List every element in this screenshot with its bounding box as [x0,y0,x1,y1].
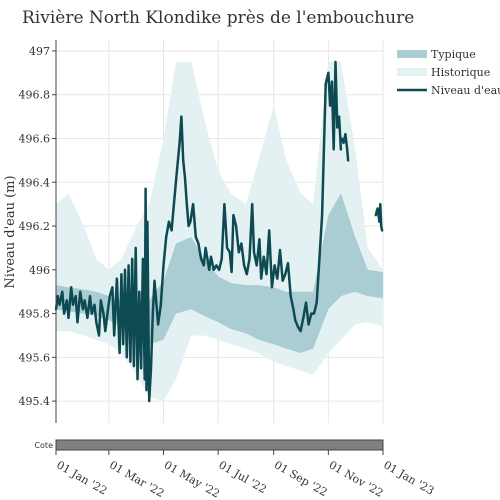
legend-item-0-swatch [397,50,427,58]
y-axis: 497 496.8 496.6 496.4 496.2 496 495.8 495.6 495.… [19,40,57,423]
legend-item-1-label: Historique [431,66,490,79]
y-tick-label: 496 [29,264,50,277]
x-tick-label: 01 Sep '22 [272,458,330,499]
x-tick-label: 01 Mar '22 [107,458,166,500]
y-tick-label: 495.6 [19,351,51,364]
x-tick-label: 01 Jan '22 [54,458,109,497]
x-tick-label: 01 Nov '22 [327,458,386,500]
x-tick-label: 01 Jul '22 [216,458,268,496]
x-tick-label: 01 May '22 [162,458,222,500]
chart-title: Rivière North Klondike près de l'embouch… [22,8,414,28]
y-tick-label: 496.6 [19,132,51,145]
y-tick-label: 496.8 [19,89,51,102]
y-axis-title: Niveau d'eau (m) [3,175,18,288]
range-slider-label: Cote [34,441,53,450]
legend-item-1-swatch [397,68,427,76]
y-tick-label: 497 [29,45,50,58]
y-tick-label: 495.4 [19,395,51,408]
y-tick-label: 495.8 [19,308,51,321]
range-slider[interactable]: Cote [34,440,383,450]
y-tick-label: 496.2 [19,220,51,233]
legend-item-2-label: Niveau d'eau [431,84,500,97]
legend: Typique Historique Niveau d'eau [397,48,500,97]
range-slider-track[interactable] [56,440,383,450]
legend-item-0-label: Typique [431,48,476,61]
x-tick-label: 01 Jan '23 [381,458,436,497]
y-tick-label: 496.4 [19,176,51,189]
